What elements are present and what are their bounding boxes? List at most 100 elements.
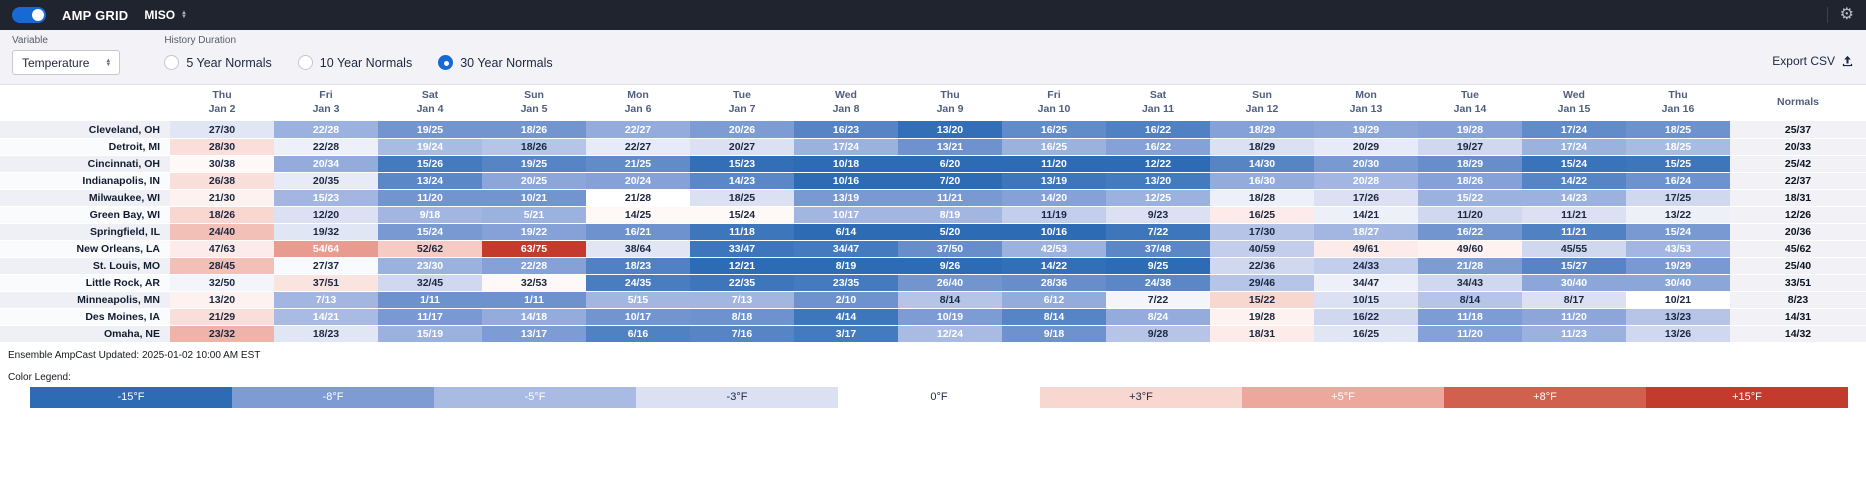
- grid-cell: 11/18: [690, 223, 794, 241]
- grid-cell: 7/22: [1106, 291, 1210, 309]
- grid-cell: 15/23: [690, 155, 794, 173]
- grid-cell: 43/53: [1626, 240, 1730, 258]
- grid-cell: 18/27: [1314, 223, 1418, 241]
- chevron-updown-icon: ▲ ▼: [105, 57, 112, 68]
- normals-column-header: Normals: [1730, 85, 1866, 122]
- grid-cell: 19/27: [1418, 138, 1522, 156]
- gear-icon[interactable]: ⚙: [1839, 6, 1854, 23]
- radio-10-year-normals[interactable]: 10 Year Normals: [297, 55, 413, 70]
- grid-cell: 19/28: [1210, 308, 1314, 326]
- radio-label: 10 Year Normals: [319, 55, 413, 70]
- normals-cell: 20/36: [1730, 223, 1866, 241]
- legend-segment: -15°F: [30, 386, 232, 408]
- power-toggle[interactable]: [12, 7, 46, 23]
- city-name: Cincinnati, OH: [0, 155, 170, 173]
- grid-cell: 11/21: [898, 189, 1002, 207]
- grid-cell: 37/50: [898, 240, 1002, 258]
- grid-cell: 8/18: [690, 308, 794, 326]
- date-column-header: Mon Jan 13: [1314, 85, 1418, 122]
- grid-cell: 8/17: [1522, 291, 1626, 309]
- grid-cell: 17/26: [1314, 189, 1418, 207]
- grid-cell: 18/29: [1210, 121, 1314, 139]
- grid-cell: 34/47: [794, 240, 898, 258]
- grid-cell: 16/22: [1106, 121, 1210, 139]
- radio-selected-icon[interactable]: [438, 55, 454, 70]
- region-selector[interactable]: MISO ▲ ▼: [144, 8, 187, 22]
- date-column-header: Wed Jan 8: [794, 85, 898, 122]
- grid-cell: 14/23: [690, 172, 794, 190]
- city-name: Detroit, MI: [0, 138, 170, 156]
- grid-cell: 13/20: [170, 291, 274, 309]
- grid-cell: 33/47: [690, 240, 794, 258]
- grid-cell: 21/29: [170, 308, 274, 326]
- normals-cell: 45/62: [1730, 240, 1866, 258]
- grid-cell: 6/16: [586, 325, 690, 343]
- grid-cell: 15/24: [1626, 223, 1730, 241]
- grid-cell: 20/30: [1314, 155, 1418, 173]
- grid-cell: 18/28: [1210, 189, 1314, 207]
- radio-unselected-icon[interactable]: [297, 55, 313, 70]
- variable-select[interactable]: Temperature ▲ ▼: [12, 50, 121, 75]
- date-column-header: Thu Jan 9: [898, 85, 1002, 122]
- grid-cell: 13/24: [378, 172, 482, 190]
- grid-cell: 15/22: [1418, 189, 1522, 207]
- city-name: Des Moines, IA: [0, 308, 170, 326]
- grid-cell: 9/25: [1106, 257, 1210, 275]
- grid-cell: 14/25: [586, 206, 690, 224]
- grid-cell: 12/24: [898, 325, 1002, 343]
- grid-cell: 11/20: [378, 189, 482, 207]
- normals-cell: 22/37: [1730, 172, 1866, 190]
- grid-cell: 16/23: [794, 121, 898, 139]
- grid-cell: 13/22: [1626, 206, 1730, 224]
- grid-cell: 17/24: [1522, 121, 1626, 139]
- date-column-header: Tue Jan 14: [1418, 85, 1522, 122]
- grid-cell: 18/25: [690, 189, 794, 207]
- city-name: Minneapolis, MN: [0, 291, 170, 309]
- city-name: Springfield, IL: [0, 223, 170, 241]
- grid-cell: 8/14: [898, 291, 1002, 309]
- radio-unselected-icon[interactable]: [164, 55, 180, 70]
- normals-cell: 8/23: [1730, 291, 1866, 309]
- legend-segment: -3°F: [636, 386, 838, 408]
- grid-cell: 7/20: [898, 172, 1002, 190]
- city-name: New Orleans, LA: [0, 240, 170, 258]
- grid-cell: 24/33: [1314, 257, 1418, 275]
- grid-cell: 22/35: [690, 274, 794, 292]
- grid-cell: 9/18: [378, 206, 482, 224]
- grid-cell: 2/10: [794, 291, 898, 309]
- date-column-header: Thu Jan 2: [170, 85, 274, 122]
- normals-cell: 25/42: [1730, 155, 1866, 173]
- radio-30-year-normals[interactable]: 30 Year Normals: [438, 55, 553, 70]
- grid-cell: 3/17: [794, 325, 898, 343]
- grid-cell: 14/30: [1210, 155, 1314, 173]
- grid-cell: 16/25: [1210, 206, 1314, 224]
- city-name: St. Louis, MO: [0, 257, 170, 275]
- grid-cell: 13/26: [1626, 325, 1730, 343]
- export-csv-button[interactable]: Export CSV: [1772, 54, 1854, 68]
- grid-cell: 20/25: [482, 172, 586, 190]
- normals-cell: 25/40: [1730, 257, 1866, 275]
- grid-cell: 18/23: [586, 257, 690, 275]
- grid-cell: 9/28: [1106, 325, 1210, 343]
- grid-cell: 12/20: [274, 206, 378, 224]
- grid-cell: 13/17: [482, 325, 586, 343]
- grid-cell: 18/29: [1418, 155, 1522, 173]
- grid-cell: 22/36: [1210, 257, 1314, 275]
- app-navbar: AMP GRID MISO ▲ ▼ ⚙: [0, 0, 1866, 30]
- grid-cell: 19/24: [378, 138, 482, 156]
- radio-5-year-normals[interactable]: 5 Year Normals: [164, 55, 272, 70]
- table-row: Little Rock, AR 32/50 37/51 32/45 32/53 24/35…: [0, 274, 1866, 292]
- grid-cell: 14/21: [1314, 206, 1418, 224]
- updated-timestamp: Ensemble AmpCast Updated: 2025-01-02 10:…: [8, 349, 261, 361]
- grid-cell: 11/18: [1418, 308, 1522, 326]
- grid-cell: 34/47: [1314, 274, 1418, 292]
- city-name: Milwaukee, WI: [0, 189, 170, 207]
- date-column-header: Mon Jan 6: [586, 85, 690, 122]
- grid-cell: 19/32: [274, 223, 378, 241]
- grid-cell: 10/18: [794, 155, 898, 173]
- grid-cell: 16/22: [1314, 308, 1418, 326]
- grid-cell: 49/61: [1314, 240, 1418, 258]
- grid-cell: 20/27: [690, 138, 794, 156]
- normals-cell: 20/33: [1730, 138, 1866, 156]
- grid-cell: 14/22: [1522, 172, 1626, 190]
